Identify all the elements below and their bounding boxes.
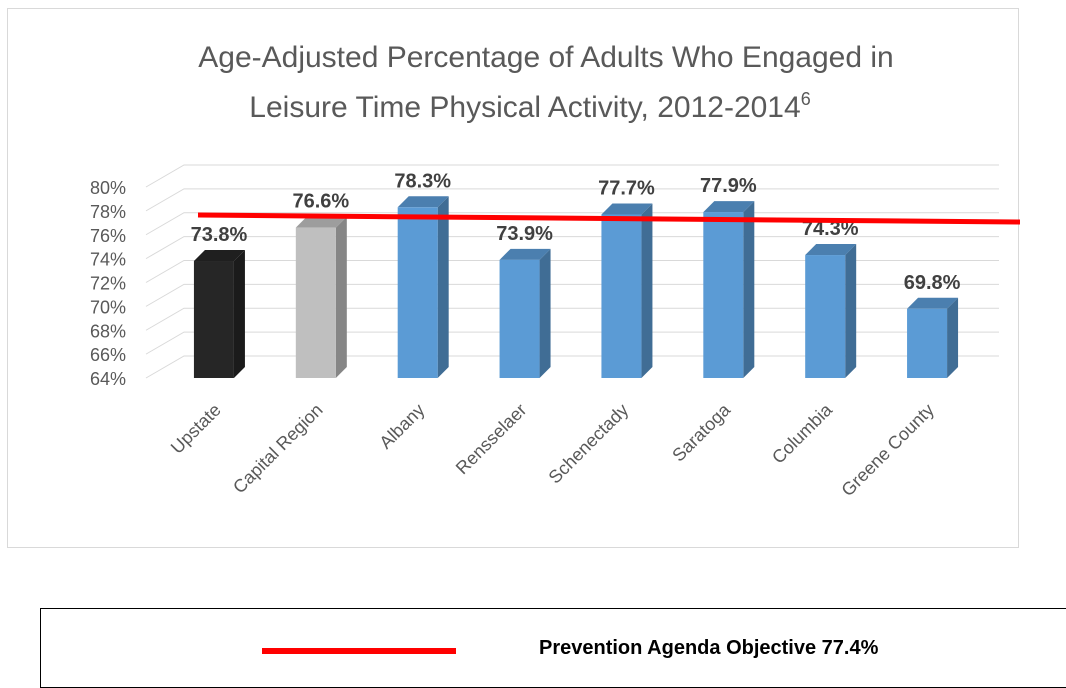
- gridline: [145, 355, 999, 379]
- y-tick-label: 80%: [90, 178, 126, 198]
- y-axis-ticks: 64% 66% 68% 70% 72% 74% 76% 78% 80%: [90, 178, 126, 389]
- y-tick-label: 66%: [90, 345, 126, 365]
- data-label: 73.8%: [191, 224, 248, 246]
- gridline: [145, 283, 999, 307]
- bar-front: [907, 308, 948, 378]
- chart-title-line2-text: Leisure Time Physical Activity, 2012-201…: [249, 91, 800, 124]
- data-label: 77.9%: [700, 175, 757, 197]
- bar: [601, 203, 653, 378]
- bar-side: [845, 244, 857, 378]
- x-tick-label: Rensselaer: [452, 400, 531, 479]
- bar-side: [437, 196, 449, 378]
- y-tick-label: 70%: [90, 297, 126, 317]
- chart-title-line1: Age-Adjusted Percentage of Adults Who En…: [198, 41, 893, 74]
- data-label: 69.8%: [904, 272, 961, 294]
- y-tick-label: 76%: [90, 226, 126, 246]
- reference-line: [197, 212, 1020, 225]
- gridline: [145, 164, 999, 188]
- bar-front: [397, 207, 438, 378]
- bar-top: [499, 248, 551, 260]
- y-tick-label: 68%: [90, 321, 126, 341]
- bar: [397, 196, 449, 378]
- x-tick-label: Albany: [375, 400, 428, 453]
- legend: Prevention Agenda Objective 77.4%: [40, 608, 1066, 688]
- gridline: [145, 307, 999, 331]
- bar-side: [641, 203, 653, 378]
- y-tick-label: 72%: [90, 274, 126, 294]
- bar: [703, 201, 755, 378]
- gridline: [145, 331, 999, 355]
- chart-title-line2: Leisure Time Physical Activity, 2012-201…: [249, 89, 810, 124]
- x-axis-ticks: Upstate Capital Region Albany Rensselaer Sch…: [167, 399, 938, 500]
- x-tick-label: Columbia: [768, 399, 837, 468]
- bar: [295, 216, 347, 378]
- gridline: [145, 188, 999, 212]
- bar: [805, 244, 857, 378]
- legend-reference-line-swatch: [262, 648, 456, 654]
- bar-front: [193, 261, 234, 378]
- bar-side: [335, 216, 347, 378]
- bar: [499, 248, 551, 378]
- chart-frame: Age-Adjusted Percentage of Adults Who En…: [7, 8, 1020, 548]
- x-tick-label: Greene County: [837, 400, 937, 500]
- bar-top: [703, 201, 755, 213]
- bar-top: [397, 196, 449, 208]
- legend-reference-line-label: Prevention Agenda Objective 77.4%: [539, 637, 879, 659]
- bar: [907, 297, 959, 378]
- bar-front: [601, 214, 642, 378]
- chart-title-superscript: 6: [801, 89, 811, 109]
- bar-front: [805, 255, 846, 378]
- bar-front: [703, 212, 744, 378]
- x-tick-label: Upstate: [167, 400, 225, 458]
- data-label: 74.3%: [802, 218, 859, 240]
- bar-side: [539, 248, 551, 378]
- y-tick-label: 78%: [90, 202, 126, 222]
- x-tick-label: Capital Region: [229, 400, 327, 498]
- bar-top: [193, 250, 245, 262]
- data-label: 73.9%: [496, 223, 553, 245]
- gridline: [145, 236, 999, 260]
- chart-canvas: Age-Adjusted Percentage of Adults Who En…: [90, 41, 1020, 500]
- x-tick-label: Schenectady: [545, 400, 633, 488]
- bars: [193, 196, 959, 378]
- y-tick-label: 64%: [90, 369, 126, 389]
- reference-line-layer: [197, 212, 1020, 225]
- x-tick-label: Saratoga: [668, 399, 734, 465]
- data-label: 78.3%: [394, 170, 451, 192]
- bar-front: [295, 227, 336, 378]
- bar-top: [805, 244, 857, 256]
- bar-front: [499, 259, 540, 378]
- bar-side: [947, 297, 959, 378]
- bar-side: [233, 250, 245, 378]
- bar-side: [743, 201, 755, 378]
- bar: [193, 250, 245, 378]
- gridline: [145, 260, 999, 283]
- gridlines: [145, 164, 999, 379]
- bar-top: [601, 203, 653, 215]
- bar-top: [907, 297, 959, 309]
- data-label: 77.7%: [598, 177, 655, 199]
- data-labels: 73.8% 76.6% 78.3% 73.9% 77.7% 77.9% 74.3% 69.8%: [191, 170, 961, 293]
- bar-top: [295, 216, 347, 228]
- data-label: 76.6%: [292, 191, 349, 213]
- y-tick-label: 74%: [90, 250, 126, 270]
